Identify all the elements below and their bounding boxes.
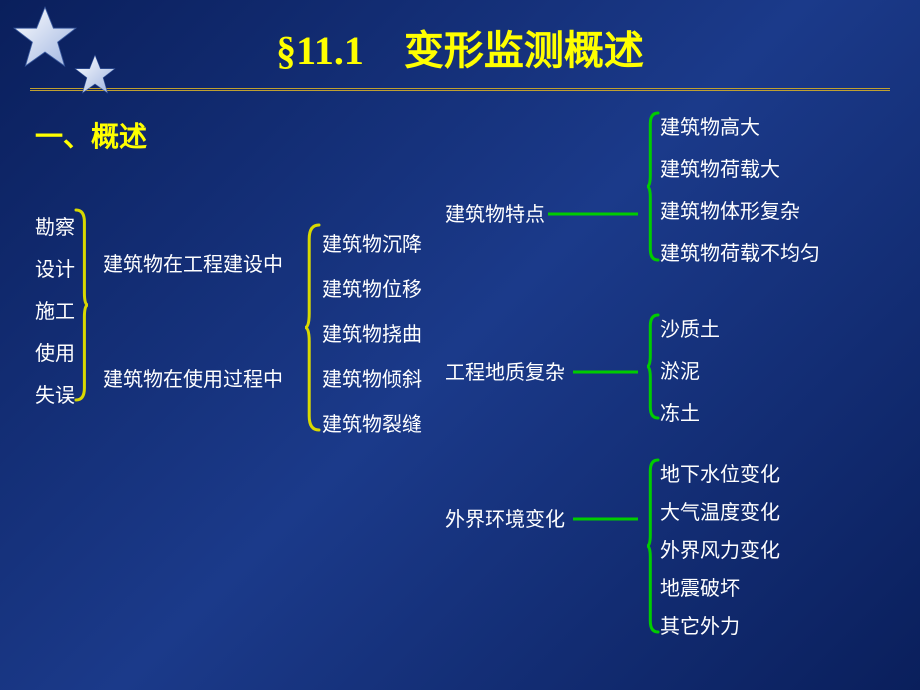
- col1-item: 使用: [35, 344, 75, 364]
- col1-item: 勘察: [35, 218, 75, 238]
- col5b-item: 沙质土: [660, 320, 720, 340]
- col5a-item: 建筑物体形复杂: [660, 202, 800, 222]
- col5c-item: 大气温度变化: [660, 503, 780, 523]
- col3-item: 建筑物裂缝: [322, 415, 422, 435]
- brace-layer: [0, 0, 920, 690]
- col3-item: 建筑物挠曲: [322, 325, 422, 345]
- col1-item: 失误: [35, 386, 75, 406]
- col5a-item: 建筑物荷载大: [660, 160, 780, 180]
- col5a-item: 建筑物荷载不均匀: [660, 244, 820, 264]
- col5b-item: 冻土: [660, 404, 700, 424]
- col1-item: 设计: [35, 260, 75, 280]
- col3-item: 建筑物倾斜: [322, 370, 422, 390]
- col4-label: 建筑物特点: [445, 205, 545, 225]
- col5c-item: 地下水位变化: [660, 465, 780, 485]
- col2-label: 建筑物在工程建设中: [103, 255, 283, 275]
- col5c-item: 其它外力: [660, 617, 740, 637]
- col5a-item: 建筑物高大: [660, 118, 760, 138]
- diagram-area: 勘察 设计 施工 使用 失误 建筑物在工程建设中 建筑物在使用过程中 建筑物沉降…: [0, 0, 920, 690]
- col3-item: 建筑物沉降: [322, 235, 422, 255]
- col5b-item: 淤泥: [660, 362, 700, 382]
- col5c-item: 地震破坏: [660, 579, 740, 599]
- col2-label: 建筑物在使用过程中: [103, 370, 283, 390]
- col1-item: 施工: [35, 302, 75, 322]
- col4-label: 外界环境变化: [445, 510, 565, 530]
- col4-label: 工程地质复杂: [445, 363, 565, 383]
- col3-item: 建筑物位移: [322, 280, 422, 300]
- col5c-item: 外界风力变化: [660, 541, 780, 561]
